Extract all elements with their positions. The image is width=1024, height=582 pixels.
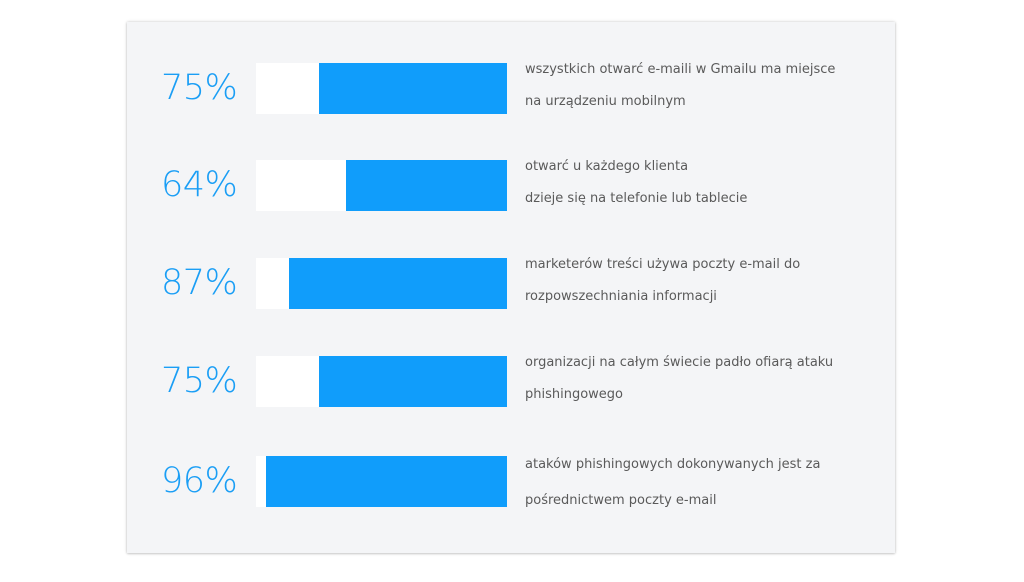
stat-description-line-2: dzieje się na telefonie lub tablecie [525,191,748,206]
progress-fill [346,160,507,211]
stat-description-line-1: wszystkich otwarć e-maili w Gmailu ma mi… [525,62,836,77]
stat-percent: 87% [161,263,238,303]
progress-track [256,160,507,211]
stat-row-content-marketers: 87% marketerów treści używa poczty e-mai… [127,239,895,339]
stat-description: organizacji na całym świecie padło ofiar… [525,347,885,411]
progress-fill [266,456,507,507]
stats-card: 75% wszystkich otwarć e-maili w Gmailu m… [127,22,895,553]
stat-description: otwarć u każdego klienta dzieje się na t… [525,151,885,215]
stat-percent: 75% [161,68,238,108]
stat-description: ataków phishingowych dokonywanych jest z… [525,449,885,517]
progress-fill [288,258,507,309]
progress-track [256,356,507,407]
stat-row-client-opens: 64% otwarć u każdego klienta dzieje się … [127,141,895,241]
stat-description: wszystkich otwarć e-maili w Gmailu ma mi… [525,54,885,118]
stat-description-line-2: na urządzeniu mobilnym [525,94,686,109]
progress-fill [318,356,507,407]
stat-row-gmail-mobile: 75% wszystkich otwarć e-maili w Gmailu m… [127,44,895,144]
stat-percent: 96% [161,461,238,501]
progress-track [256,63,507,114]
stat-description-line-2: rozpowszechniania informacji [525,289,717,304]
stat-percent: 75% [161,361,238,401]
stat-description-line-1: otwarć u każdego klienta [525,159,689,174]
stat-row-phishing-victims: 75% organizacji na całym świecie padło o… [127,337,895,437]
stat-description-line-1: organizacji na całym świecie padło ofiar… [525,355,834,370]
stat-description-line-1: marketerów treści używa poczty e-mail do [525,257,801,272]
stat-row-phishing-via-email: 96% ataków phishingowych dokonywanych je… [127,437,895,537]
stat-description-line-2: pośrednictwem poczty e-mail [525,493,717,508]
progress-fill [318,63,507,114]
progress-track [256,456,507,507]
stat-description-line-2: phishingowego [525,387,624,402]
progress-track [256,258,507,309]
stat-description: marketerów treści używa poczty e-mail do… [525,249,885,313]
stat-percent: 64% [161,165,238,205]
stat-description-line-1: ataków phishingowych dokonywanych jest z… [525,457,821,472]
